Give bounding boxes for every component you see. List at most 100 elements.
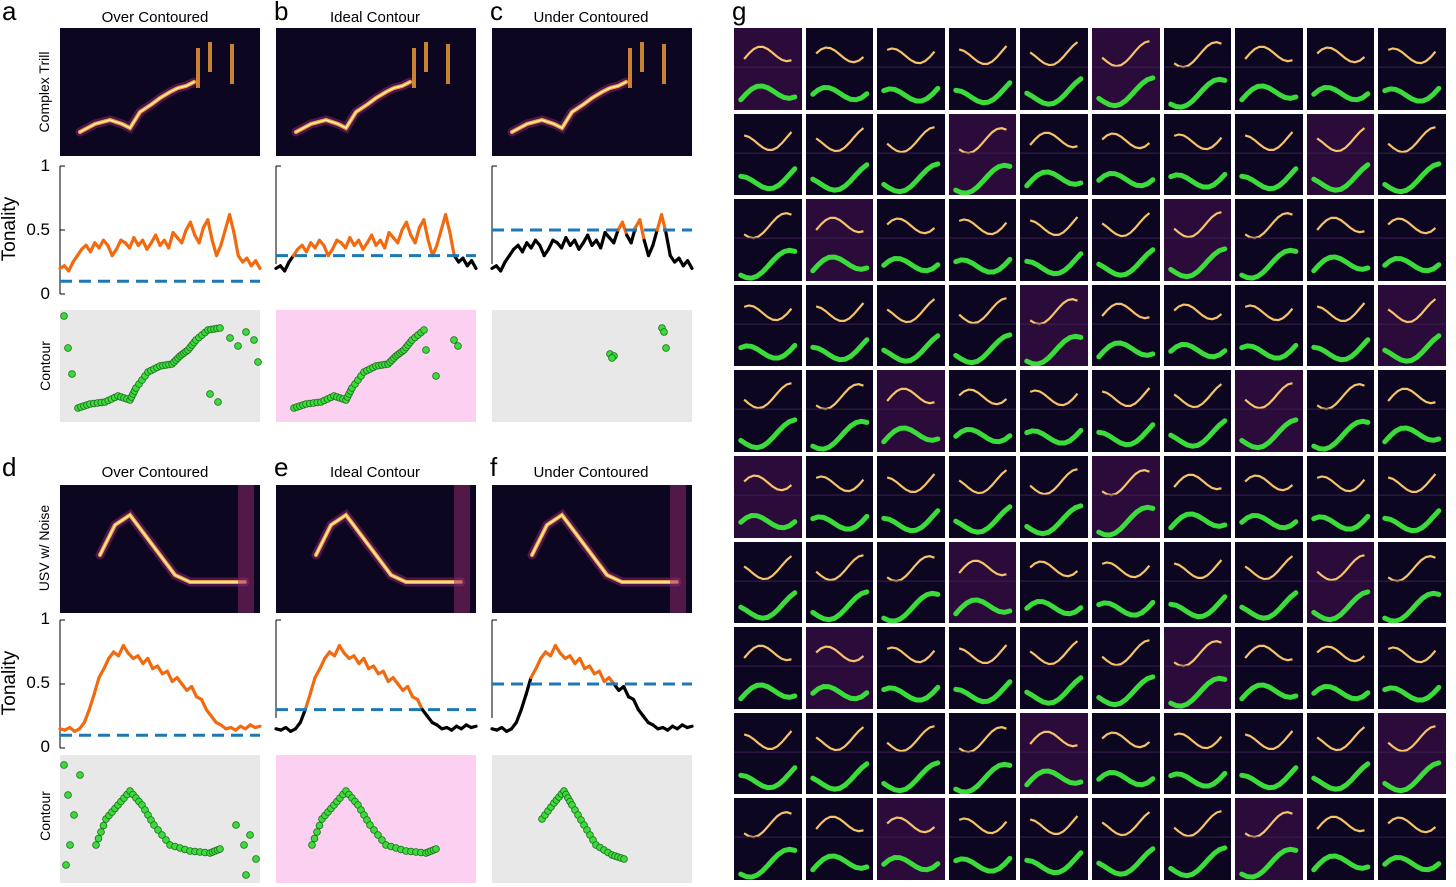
- thumbnail-contour-trace: [1096, 422, 1156, 448]
- thumbnail-contour-trace: [953, 332, 1013, 366]
- thumbnail-spectral-trace: [1387, 554, 1437, 582]
- contour-trill-over-dot-61: [250, 336, 258, 344]
- thumbnail-contour-trace: [809, 419, 869, 452]
- thumbnail-drawing: [1092, 132, 1160, 188]
- thumbnail-cell: [1020, 456, 1088, 538]
- thumbnail-cell: [1163, 370, 1232, 452]
- thumbnail-spectral-trace: [1244, 474, 1294, 492]
- thumbnail-cell: [734, 627, 802, 709]
- thumbnail-spectral-trace: [815, 553, 864, 581]
- thumbnail-contour-trace: [809, 853, 869, 873]
- thumbnail-contour-trace: [1239, 513, 1299, 531]
- bottom-tonality-seg-0-5: [82, 707, 91, 725]
- thumbnail-contour-trace: [953, 257, 1013, 275]
- top-tonality-seg-0-36: [214, 243, 223, 258]
- thumbnail-contour-trace: [1096, 769, 1156, 788]
- contour-trill-over-dot-62: [254, 358, 262, 366]
- thumbnail-contour-trace: [809, 254, 869, 274]
- top-tonality-seg-2-28: [612, 228, 620, 245]
- thumbnail-drawing: [1378, 554, 1446, 624]
- thumbnail-contour-trace: [1239, 165, 1299, 191]
- thumbnail-contour-trace: [1382, 685, 1442, 703]
- bottom-tonality-seg-2-29: [631, 697, 640, 712]
- bottom-tonality-seg-0-40: [253, 724, 262, 730]
- contour-usv-over-dot-38: [64, 791, 72, 799]
- thumbnail-cell: [948, 712, 1017, 795]
- thumbnail-drawing: [1020, 41, 1088, 107]
- tick-05-top: 0.5: [26, 220, 50, 239]
- contour-trill-over-dot-60: [242, 328, 250, 336]
- thumbnail-cell: [1306, 199, 1375, 281]
- thumbnail-drawing: [734, 382, 802, 451]
- thumbnail-spectral-trace: [958, 469, 1007, 495]
- contour-usv-over-dot-21: [154, 826, 162, 834]
- thumbnail-cell: [1092, 370, 1160, 452]
- contour-usv-over-dot-23: [162, 836, 170, 844]
- bottom-tonality-seg-0-29: [199, 697, 208, 712]
- thumbnail-cell: [1163, 199, 1232, 281]
- thumbnail-spectral-trace: [1030, 815, 1079, 836]
- thumbnail-drawing: [1092, 469, 1160, 538]
- thumbnail-contour-trace: [1382, 425, 1442, 445]
- thumbnail-drawing: [1378, 388, 1446, 445]
- thumbnail-cell: [805, 370, 874, 452]
- contour-usv-over-dot-42: [62, 861, 70, 869]
- bottom-tonality-seg-1-18: [362, 656, 371, 671]
- thumbnail-drawing: [877, 125, 945, 194]
- contour-usv-over-dot-40: [66, 841, 74, 849]
- bottom-tonality-seg-2-12: [548, 643, 558, 658]
- thumbnail-cell: [1092, 798, 1160, 880]
- thumbnail-spectral-trace: [1316, 726, 1365, 751]
- thumbnail-cell: [1235, 712, 1303, 795]
- thumbnail-drawing: [1092, 212, 1160, 278]
- title-over-contoured-bottom: Over Contoured: [101, 464, 209, 481]
- thumbnail-drawing: [1235, 730, 1303, 790]
- thumbnail-cell: [1378, 627, 1446, 709]
- thumbnail-spectral-trace: [1101, 811, 1151, 837]
- thumbnail-contour-trace: [1382, 855, 1442, 873]
- thumbnail-cell: [805, 627, 874, 709]
- thumbnail-spectral-trace: [743, 304, 793, 322]
- thumbnail-drawing: [1306, 475, 1375, 532]
- thumbnail-cell: [877, 199, 945, 281]
- thumbnail-spectral-trace: [1173, 732, 1222, 750]
- contour-trill-ideal-dot-49: [422, 346, 430, 354]
- thumbnail-cell: [734, 712, 802, 795]
- thumbnail-cell: [1020, 798, 1088, 880]
- bottom-tonality-seg-2-6: [519, 692, 528, 712]
- thumbnail-cell: [734, 456, 802, 538]
- contour-trill-over-dot-54: [64, 344, 72, 352]
- top-tonality-seg-2-34: [638, 218, 646, 242]
- top-tonality-seg-0-30: [188, 220, 197, 237]
- thumbnail-contour-trace: [1024, 251, 1084, 277]
- thumbnail-contour-trace: [881, 256, 941, 274]
- thumbnail-cell: [1306, 113, 1375, 196]
- thumbnail-spectral-trace: [1387, 724, 1437, 753]
- contour-usv-over-dot-22: [158, 831, 166, 839]
- thumbnail-contour-trace: [881, 333, 941, 364]
- thumbnail-contour-trace: [881, 590, 941, 624]
- thumbnail-spectral-trace: [886, 816, 936, 834]
- panel-g-grid: [734, 28, 1450, 884]
- usv-contour-trace-1-core: [315, 513, 462, 583]
- top-tonality-seg-1-36: [430, 243, 439, 258]
- thumbnail-drawing: [877, 47, 945, 104]
- thumbnail-spectral-trace: [1316, 383, 1365, 411]
- thumbnail-spectral-trace: [1244, 45, 1293, 63]
- thumbnail-drawing: [1235, 382, 1303, 451]
- thumbnail-contour-trace: [809, 85, 869, 103]
- thumbnail-spectral-trace: [958, 126, 1007, 154]
- thumbnail-spectral-trace: [1316, 475, 1366, 493]
- thumbnail-cell: [1306, 456, 1375, 538]
- thumbnail-contour-trace: [1239, 247, 1299, 281]
- thumbnail-spectral-trace: [814, 816, 864, 833]
- thumbnail-cell: [948, 113, 1017, 196]
- thumbnail-drawing: [1378, 724, 1446, 794]
- thumbnail-contour-trace: [1239, 765, 1299, 790]
- thumbnail-spectral-trace: [1387, 388, 1437, 405]
- thumbnail-drawing: [1092, 560, 1160, 618]
- bottom-tonality-seg-2-7: [524, 675, 533, 696]
- thumbnail-cell: [1378, 541, 1446, 624]
- panel-letter-e: e: [274, 452, 289, 482]
- thumbnail-drawing: [877, 816, 945, 873]
